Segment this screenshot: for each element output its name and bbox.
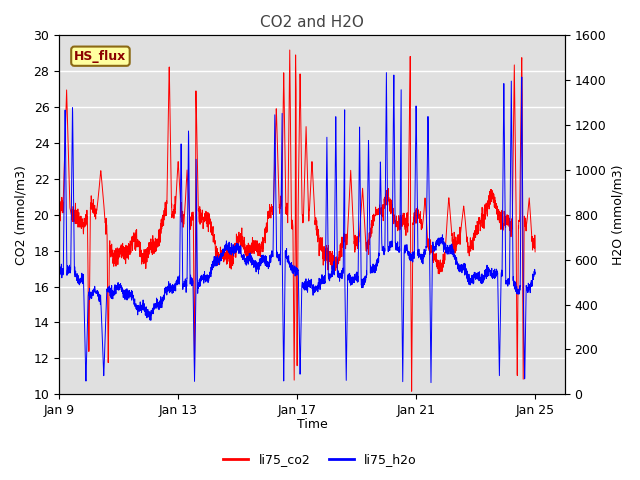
Text: HS_flux: HS_flux: [74, 50, 127, 63]
Y-axis label: CO2 (mmol/m3): CO2 (mmol/m3): [15, 165, 28, 265]
Y-axis label: H2O (mmol/m3): H2O (mmol/m3): [612, 165, 625, 265]
X-axis label: Time: Time: [296, 419, 328, 432]
Legend: li75_co2, li75_h2o: li75_co2, li75_h2o: [218, 448, 422, 471]
Title: CO2 and H2O: CO2 and H2O: [260, 15, 364, 30]
